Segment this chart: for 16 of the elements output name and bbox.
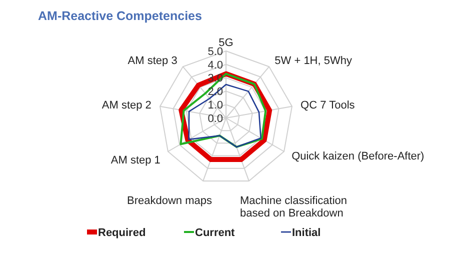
spoke-label: AM step 1: [110, 154, 160, 167]
legend-label: Current: [195, 226, 236, 239]
legend-label: Required: [98, 226, 146, 239]
spoke-label: 5W + 1H, 5Why: [274, 54, 352, 67]
y-tick-label: 0.0: [208, 112, 223, 125]
spoke-label: Breakdown maps: [127, 194, 212, 207]
legend-label: Initial: [292, 226, 321, 239]
spoke-label: Quick kaizen (Before-After): [292, 150, 424, 163]
y-tick-label: 1.0: [208, 99, 223, 112]
spoke-label: Machine classification based on Breakdown: [240, 194, 347, 220]
spoke-label: QC 7 Tools: [300, 100, 356, 112]
y-tick-label: 5.0: [208, 46, 223, 58]
chart-title: AM-Reactive Competencies: [38, 9, 202, 23]
spoke-label: AM step 3: [128, 54, 178, 67]
y-tick-label: 4.0: [208, 59, 223, 72]
spoke-label: AM step 2: [102, 100, 152, 112]
